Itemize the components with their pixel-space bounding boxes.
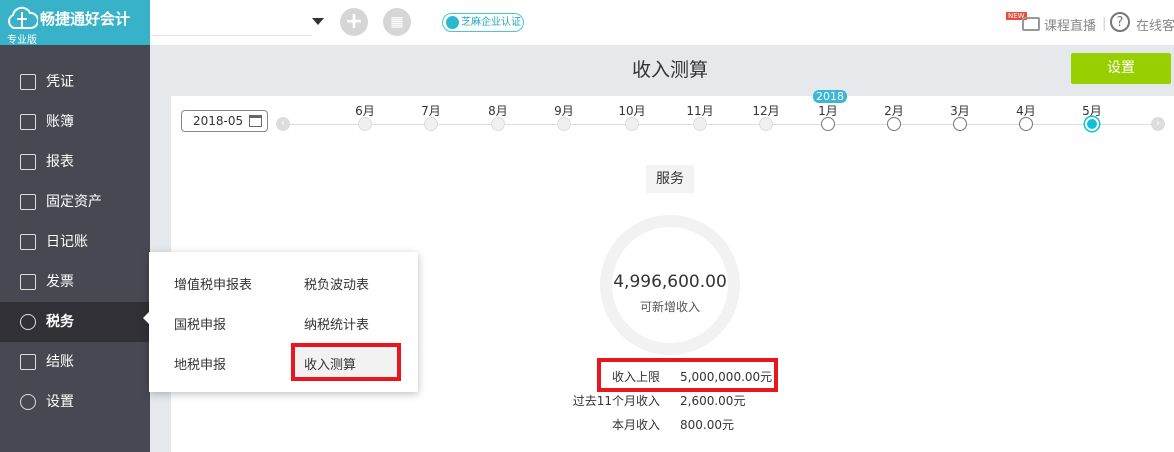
- menu-item-vat-return[interactable]: 增值税申报表: [174, 278, 253, 293]
- timeline-month-label: 12月: [752, 104, 780, 118]
- company-select[interactable]: [150, 0, 312, 36]
- sidebar-item-invoice[interactable]: 发票: [0, 262, 150, 302]
- row-past-11-months: 过去11个月收入 2,600.00元: [540, 391, 840, 411]
- row-value: 2,600.00元: [680, 394, 746, 408]
- page-title: 收入测算: [631, 59, 708, 81]
- timeline-prev-icon[interactable]: ‹: [276, 117, 290, 131]
- apps-grid-icon[interactable]: ▦: [383, 8, 411, 36]
- timeline-month-dot[interactable]: [1019, 117, 1033, 131]
- sidebar-item-label: 日记账: [46, 234, 88, 250]
- row-this-month: 本月收入 800.00元: [540, 415, 840, 435]
- zhima-icon: [446, 16, 459, 29]
- timeline-month-dot[interactable]: [887, 117, 901, 131]
- sidebar-item-tax[interactable]: 税务: [0, 302, 150, 342]
- timeline-month-label: 7月: [421, 104, 441, 118]
- year-badge: 2018: [813, 90, 847, 103]
- timeline-month-dot[interactable]: [953, 117, 967, 131]
- invoice-icon: [20, 274, 36, 290]
- timeline-month-dot[interactable]: [557, 117, 571, 131]
- timeline-month-label: 1月: [818, 104, 838, 118]
- tv-icon: [1022, 17, 1040, 31]
- menu-item-tax-burden[interactable]: 税负波动表: [304, 278, 370, 293]
- sidebar-item-journal[interactable]: 日记账: [0, 222, 150, 262]
- row-label: 本月收入: [611, 418, 660, 432]
- new-badge: NEW: [1006, 12, 1027, 20]
- logo[interactable]: 畅捷通好会计 专业版: [0, 0, 150, 46]
- sidebar-item-label: 发票: [46, 274, 74, 290]
- available-income-amount: 4,996,600.00: [613, 272, 727, 292]
- timeline-month-dot[interactable]: [821, 117, 835, 131]
- top-bar: [0, 0, 1174, 45]
- sidebar-item-ledger[interactable]: 账簿: [0, 102, 150, 142]
- edition-label: 专业版: [7, 35, 37, 46]
- timeline-month-dot[interactable]: [759, 117, 773, 131]
- sidebar-item-label: 设置: [46, 394, 74, 410]
- timeline-month-label: 8月: [488, 104, 508, 118]
- tax-submenu: 增值税申报表 税负波动表 国税申报 纳税统计表 地税申报 收入测算: [143, 252, 418, 392]
- building-icon: [20, 194, 36, 210]
- available-income-label: 可新增收入: [639, 300, 700, 314]
- highlight-box-income-calc: [291, 343, 401, 381]
- menu-item-local-tax[interactable]: 地税申报: [174, 358, 227, 373]
- row-value: 800.00元: [680, 418, 734, 432]
- month-picker-value: 2018-05: [193, 114, 244, 128]
- sidebar-item-voucher[interactable]: 凭证: [0, 62, 150, 102]
- sidebar-item-settings[interactable]: 设置: [0, 382, 150, 422]
- sidebar-item-label: 报表: [46, 154, 74, 170]
- category-tag[interactable]: 服务: [646, 165, 694, 193]
- menu-item-tax-statistics[interactable]: 纳税统计表: [304, 318, 370, 333]
- timeline-month-label: 6月: [355, 104, 375, 118]
- voucher-icon: [20, 74, 36, 90]
- timeline-next-icon[interactable]: ›: [1151, 117, 1165, 131]
- help-icon[interactable]: ?: [1110, 12, 1130, 32]
- ledger-icon: [20, 114, 36, 130]
- app-name: 畅捷通好会计: [40, 10, 131, 28]
- chart-icon: [20, 154, 36, 170]
- dropdown-caret-icon[interactable]: [312, 18, 324, 25]
- row-income-limit: 收入上限 5,000,000.00元: [540, 367, 840, 387]
- calendar-icon: [20, 234, 36, 250]
- sidebar: 凭证 账簿 报表 固定资产 日记账 发票 税务 结账 设置: [0, 45, 150, 452]
- timeline-track: [283, 124, 1158, 125]
- live-course-link[interactable]: 课程直播: [1044, 19, 1097, 34]
- sidebar-item-reports[interactable]: 报表: [0, 142, 150, 182]
- month-picker[interactable]: 2018-05: [181, 110, 268, 132]
- sidebar-item-label: 固定资产: [46, 194, 102, 210]
- zhima-certification-badge[interactable]: 芝麻企业认证: [442, 13, 524, 32]
- menu-item-income-calc[interactable]: 收入测算: [293, 345, 399, 379]
- row-value: 5,000,000.00元: [680, 370, 773, 384]
- highlight-box-income-limit: [597, 358, 778, 392]
- timeline-month-label: 4月: [1016, 104, 1036, 118]
- timeline-month-dot[interactable]: [693, 117, 707, 131]
- timeline-month-label: 10月: [618, 104, 646, 118]
- timeline-month-dot[interactable]: [1085, 117, 1099, 131]
- timeline-month-dot[interactable]: [625, 117, 639, 131]
- timeline-month-label: 11月: [686, 104, 714, 118]
- timeline-month-label: 3月: [950, 104, 970, 118]
- sidebar-item-label: 结账: [46, 354, 74, 370]
- closing-icon: [20, 354, 36, 370]
- timeline-month-label: 2月: [884, 104, 904, 118]
- gear-icon: [20, 394, 36, 410]
- sidebar-item-closing[interactable]: 结账: [0, 342, 150, 382]
- timeline-month-dot[interactable]: [491, 117, 505, 131]
- row-label: 收入上限: [611, 370, 660, 384]
- online-service-link[interactable]: 在线客: [1136, 19, 1174, 34]
- timeline-month-label: 9月: [554, 104, 574, 118]
- add-icon[interactable]: +: [340, 8, 368, 36]
- row-label: 过去11个月收入: [572, 394, 660, 408]
- sidebar-item-fixed-assets[interactable]: 固定资产: [0, 182, 150, 222]
- tax-icon: [20, 314, 36, 330]
- sidebar-item-label: 凭证: [46, 74, 74, 90]
- sidebar-item-label: 账簿: [46, 114, 74, 130]
- calendar-icon[interactable]: [249, 115, 262, 127]
- timeline-month-label: 5月: [1082, 104, 1102, 118]
- timeline-month-dot[interactable]: [424, 117, 438, 131]
- sidebar-item-label: 税务: [46, 314, 74, 330]
- timeline-month-dot[interactable]: [358, 117, 372, 131]
- settings-button[interactable]: 设置: [1071, 53, 1171, 84]
- menu-item-national-tax[interactable]: 国税申报: [174, 318, 227, 333]
- zhima-label: 芝麻企业认证: [461, 17, 521, 28]
- cloud-logo-icon: [8, 6, 38, 29]
